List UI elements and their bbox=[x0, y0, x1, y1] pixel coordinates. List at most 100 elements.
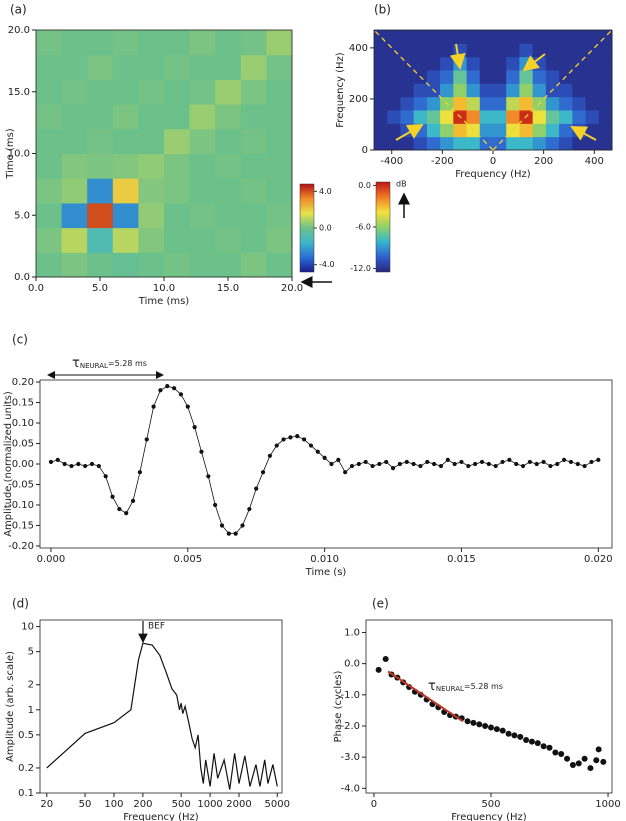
heat-cell bbox=[164, 178, 191, 204]
heat-cell bbox=[266, 153, 293, 179]
data-point bbox=[473, 461, 478, 467]
heat-cell bbox=[440, 110, 454, 124]
heat-cell bbox=[112, 252, 139, 278]
y-tick-label: 10 bbox=[21, 622, 34, 633]
data-point bbox=[404, 459, 409, 465]
heat-cell bbox=[585, 30, 600, 44]
data-point bbox=[247, 506, 252, 512]
heat-cell bbox=[585, 110, 600, 124]
heat-cell bbox=[572, 83, 587, 98]
heat-cell bbox=[138, 30, 165, 56]
data-point bbox=[534, 461, 539, 467]
data-point bbox=[124, 511, 129, 516]
heat-cell bbox=[61, 202, 88, 229]
heat-cell bbox=[506, 70, 520, 84]
y-tick-label: 0.00 bbox=[12, 459, 34, 470]
data-point bbox=[540, 743, 547, 750]
data-point bbox=[322, 455, 327, 460]
heat-cell bbox=[506, 96, 520, 111]
y-axis-label: Amplitude (arb. scale) bbox=[5, 651, 16, 762]
heat-cell bbox=[266, 54, 293, 80]
heat-cell bbox=[215, 153, 242, 179]
data-point bbox=[445, 457, 450, 463]
heat-cell bbox=[36, 178, 63, 204]
heat-cell bbox=[519, 83, 534, 98]
heat-cell bbox=[189, 30, 216, 56]
x-tick-label: 0.005 bbox=[173, 554, 202, 565]
colorbar-tick-label: 4.0 bbox=[319, 187, 332, 196]
x-tick-label: 100 bbox=[104, 799, 123, 810]
heat-cell bbox=[266, 104, 293, 130]
heat-cell bbox=[61, 178, 88, 204]
heat-cell bbox=[374, 136, 388, 151]
x-axis-label: Time (s) bbox=[305, 567, 347, 578]
heat-cell bbox=[426, 43, 441, 58]
heat-cell bbox=[479, 83, 494, 98]
y-axis-label: Phase (cycles) bbox=[333, 670, 344, 742]
heat-cell bbox=[240, 227, 267, 253]
data-point bbox=[575, 760, 582, 767]
heat-cell bbox=[374, 43, 388, 58]
heat-cell bbox=[189, 153, 216, 179]
heat-cell bbox=[466, 83, 481, 98]
colorbar-unit: dB bbox=[396, 180, 407, 189]
heat-cell bbox=[453, 70, 468, 84]
heat-cell bbox=[387, 110, 401, 124]
heat-cell bbox=[585, 123, 600, 138]
heat-cell bbox=[440, 43, 454, 58]
heat-cell bbox=[413, 30, 428, 44]
heat-cell bbox=[559, 136, 573, 151]
heat-cell bbox=[506, 30, 520, 44]
x-tick-label: 0 bbox=[490, 156, 496, 167]
heat-cell bbox=[387, 70, 401, 84]
heat-cell bbox=[112, 202, 139, 229]
heat-cell bbox=[545, 110, 560, 124]
heat-cell bbox=[164, 202, 191, 229]
y-tick-label: 1 bbox=[28, 705, 34, 716]
data-point bbox=[587, 765, 594, 772]
plot-area bbox=[375, 655, 607, 772]
x-tick-label: 0.020 bbox=[584, 554, 613, 565]
heat-cell bbox=[493, 43, 507, 58]
heat-cell bbox=[440, 56, 454, 71]
heat-cell bbox=[400, 136, 415, 151]
data-point bbox=[562, 457, 567, 463]
x-axis-label: Frequency (Hz) bbox=[123, 812, 199, 821]
data-point bbox=[274, 443, 279, 448]
data-point bbox=[103, 474, 108, 479]
heat-cell bbox=[36, 30, 63, 56]
data-point bbox=[295, 434, 300, 439]
tau-subscript: NEURAL bbox=[436, 685, 464, 693]
heat-cell bbox=[400, 110, 415, 124]
data-point bbox=[596, 457, 601, 463]
heat-cell bbox=[266, 227, 293, 253]
heat-cell bbox=[440, 70, 454, 84]
heat-cell bbox=[87, 178, 114, 204]
data-point bbox=[302, 437, 307, 442]
tau-annotation: τNEURAL=5.28 ms bbox=[72, 356, 147, 371]
heat-cell bbox=[112, 30, 139, 56]
heat-cell bbox=[266, 79, 293, 105]
colorbar-tick-label: 0.0 bbox=[319, 224, 332, 233]
heat-cell bbox=[572, 43, 587, 58]
tau-symbol: τ bbox=[72, 356, 80, 371]
y-tick-label: 20.0 bbox=[8, 25, 30, 36]
heat-cell bbox=[479, 56, 494, 71]
heat-cell bbox=[479, 30, 494, 44]
heat-cell bbox=[87, 202, 114, 229]
heat-cell bbox=[466, 70, 481, 84]
heat-cell bbox=[138, 153, 165, 179]
heat-cell bbox=[506, 136, 520, 151]
data-point bbox=[130, 498, 136, 503]
data-point bbox=[315, 449, 320, 454]
data-point bbox=[500, 459, 505, 465]
heat-cell bbox=[240, 202, 267, 229]
heat-cell bbox=[545, 43, 560, 58]
panel-label: (d) bbox=[12, 597, 29, 611]
x-tick-label: 2000 bbox=[226, 799, 251, 810]
heat-cell bbox=[164, 104, 191, 130]
data-point bbox=[137, 470, 142, 475]
heat-cell bbox=[519, 30, 534, 44]
